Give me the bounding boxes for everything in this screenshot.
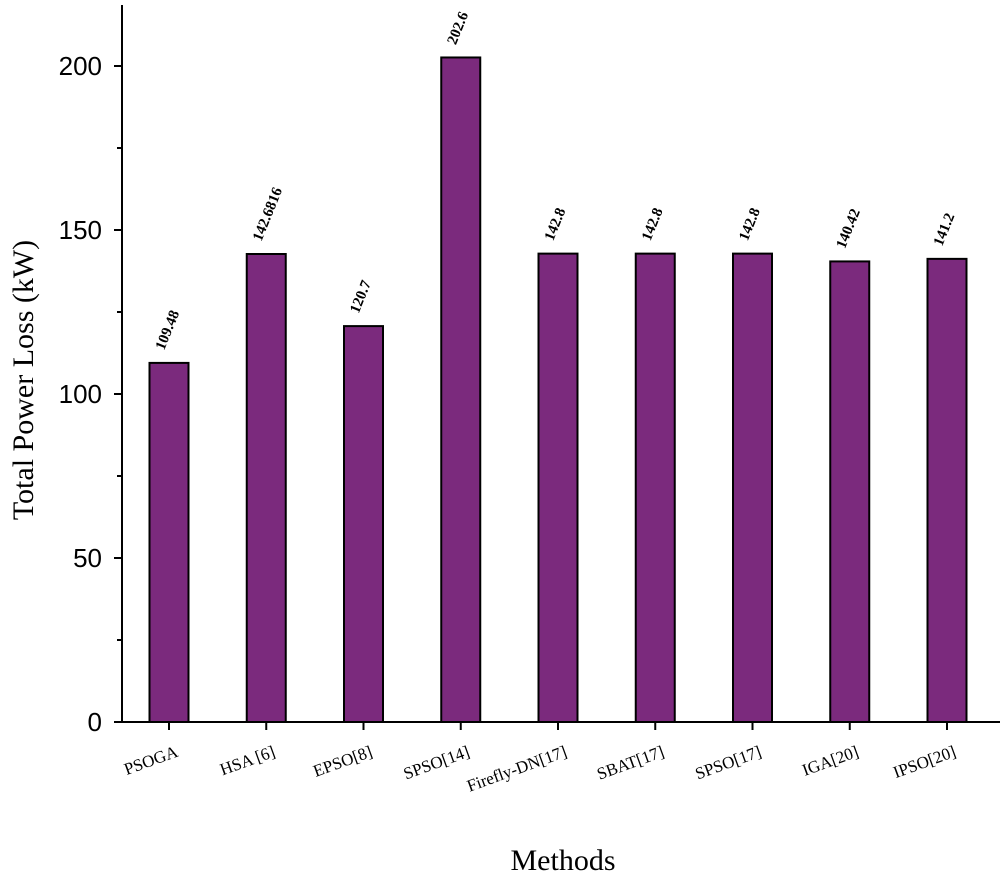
x-tick-label: Firefly-DN[17] — [464, 742, 569, 796]
bars-group — [148, 56, 968, 724]
y-tick-label: 100 — [59, 379, 102, 409]
x-tick-label: SPSO[14] — [401, 742, 472, 783]
bar — [245, 253, 287, 723]
x-tick-label: HSA [6] — [217, 742, 277, 779]
y-tick-label: 150 — [59, 215, 102, 245]
x-tick-label: EPSO[8] — [311, 742, 375, 781]
data-label: 109.48 — [153, 308, 183, 352]
bar — [926, 257, 968, 723]
data-label: 142.8 — [542, 206, 569, 243]
bar — [732, 252, 773, 723]
x-axis-title: Methods — [511, 844, 616, 877]
bar — [634, 252, 676, 723]
x-ticks-group: PSOGA HSA [6] EPSO[8] SPSO[14]Firefly-DN[17… — [121, 722, 958, 796]
x-tick-label: PSOGA — [121, 742, 181, 779]
data-label: 142.8 — [736, 206, 763, 243]
y-tick-label: 200 — [59, 51, 102, 81]
bar — [537, 252, 579, 723]
x-tick-label: SBAT[17] — [594, 742, 666, 784]
data-label: 140.42 — [834, 207, 864, 251]
data-label: 142.6816 — [250, 185, 286, 244]
x-tick-label: SPSO[17] — [693, 742, 764, 783]
x-tick-label: IPSO[20] — [891, 742, 959, 782]
data-label: 202.6 — [445, 9, 473, 47]
data-label: 142.8 — [639, 206, 666, 243]
x-tick-label: IGA[20] — [800, 742, 862, 780]
y-axis-title: Total Power Loss (kW) — [7, 240, 40, 520]
y-tick-label: 50 — [73, 543, 102, 573]
y-tick-label: 0 — [88, 707, 102, 737]
data-label: 120.7 — [347, 278, 375, 316]
bar — [829, 260, 871, 723]
bar — [148, 361, 190, 723]
y-ticks-group: 0 50 100 150 200 — [59, 51, 122, 737]
bar — [440, 56, 482, 724]
data-label: 141.2 — [931, 211, 958, 248]
bar — [343, 325, 384, 723]
